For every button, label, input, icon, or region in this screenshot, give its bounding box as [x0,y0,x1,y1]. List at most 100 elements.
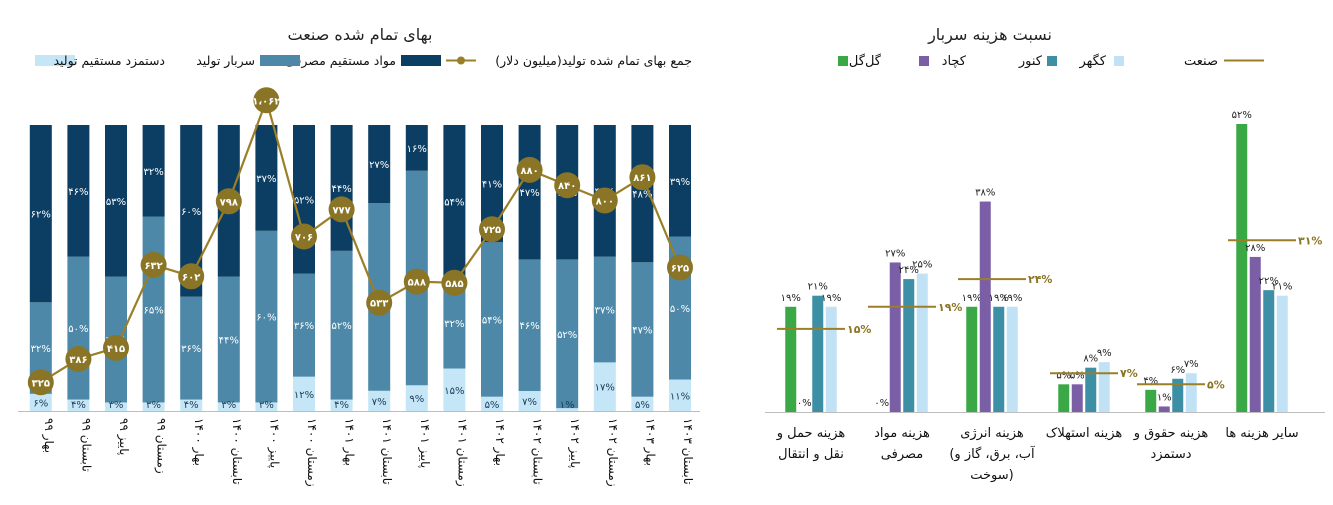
label-wage: ۵% [485,400,500,411]
bar-material [669,125,691,237]
bar-konur [812,295,824,412]
legend-golgol-label: گل‌گل [849,53,882,69]
label-golgol: ۴% [1143,376,1158,387]
total-marker [27,369,54,396]
label-overhead: ۳۶% [181,344,201,355]
label-material: ۴۷% [519,188,539,199]
total-label: ۵۳۳ [370,299,388,310]
label-wage: ۱۷% [595,383,615,394]
total-marker [140,251,167,278]
label-kechad: ۲۸% [1245,243,1265,254]
label-overhead: ۵۲% [331,321,351,332]
total-marker [253,87,280,114]
left-chart-title: بهای تمام شده صنعت [288,25,433,45]
bar-wage [518,390,541,411]
industry-label: ۷% [1120,367,1138,380]
total-marker [215,188,242,215]
right-chart-title: نسبت هزینه سربار [927,25,1052,45]
total-label: ۸۸۰ [520,166,538,177]
total-label: ۶۰۲ [182,272,200,283]
x-tick-label: زمستان ۹۹ [154,418,169,474]
label-wage: ۳% [221,400,236,411]
label-wage: ۵% [635,400,650,411]
legend-wage-swatch [35,55,75,66]
label-gohar: ۱۹% [821,293,841,304]
category-label: هزینه حقوق و [1133,426,1209,441]
label-overhead: ۳۶% [294,321,314,332]
bar-konur [1172,378,1184,412]
bar-wage [180,399,203,411]
bar-material [180,125,203,297]
label-overhead: ۳۲% [31,344,51,355]
bar-gohar [1185,373,1197,412]
bar-material [481,125,503,243]
total-marker [291,223,317,250]
category-label: هزینه مواد [874,426,930,441]
bar-kechad [1249,256,1261,412]
bar-material [631,125,654,263]
bar-wage [105,402,127,411]
bar-material [443,125,466,278]
bar-wage [405,385,428,411]
label-overhead: ۵۰% [68,324,88,335]
label-konur: ۲۴% [899,265,919,276]
label-overhead: ۶۵% [143,305,163,316]
legend-material-label: مواد مستقیم مصرفی [285,53,396,69]
bar-overhead [330,250,353,400]
total-label: ۷۹۸ [220,197,238,208]
label-konur: ۲۱% [808,282,828,293]
legend-golgol-swatch [838,56,848,66]
legend-total-bg [666,55,690,66]
bar-gohar [1006,306,1018,412]
label-overhead: ۴۴% [219,336,239,347]
x-tick-label: تابستان ۱۴۰۰ [230,418,244,485]
x-tick-label: بهار ۱۴۰۳ [642,418,657,466]
bar-overhead [293,273,315,377]
bar-kechad [1158,406,1170,412]
legend-gohar-swatch [1114,56,1124,66]
label-overhead: ۳۷% [595,305,615,316]
label-overhead: ۴۶% [519,321,539,332]
label-wage: ۷% [522,397,537,408]
bar-konur [993,306,1005,412]
bar-golgol [1236,124,1248,412]
bar-overhead [217,276,240,403]
bar-wage [29,393,52,411]
bar-wage [67,399,90,411]
label-kechad: ۵% [1070,370,1085,381]
label-konur: ۲۲% [1259,276,1279,287]
x-tick-label: پاییز ۹۹ [116,418,131,455]
total-marker [178,263,205,290]
label-kechad: ۳۸% [975,188,995,199]
bar-konur [1085,367,1097,412]
total-marker [366,289,393,316]
label-wage: ۳% [146,400,161,411]
x-tick-label: بهار ۱۴۰۲ [492,418,507,466]
label-wage: ۹% [409,394,424,405]
label-wage: ۳% [109,400,124,411]
label-material: ۴۸% [632,190,652,201]
bar-wage [330,399,353,411]
label-konur: ۸% [1083,354,1098,365]
bar-gohar [916,273,928,412]
category-label: هزینه انرژی [960,426,1024,441]
total-label: ۳۲۵ [32,378,50,389]
total-label: ۶۳۲ [144,261,162,272]
label-wage: ۱۵% [444,386,464,397]
bar-golgol [785,306,797,412]
bar-overhead [593,256,616,363]
total-marker [441,269,468,296]
bar-material [255,125,278,231]
label-material: ۵۴% [444,197,464,208]
total-label: ۸۴۰ [558,181,576,192]
bar-gohar [1098,362,1110,412]
industry-label: ۳۱% [1298,234,1322,247]
x-tick-label: تابستان ۱۴۰۲ [531,418,545,485]
label-golgol: ۰% [874,398,889,409]
label-material: ۲۷% [369,160,389,171]
bar-material [105,125,127,277]
category-label: هزینه استهلاک [1046,426,1123,441]
total-marker [629,164,656,191]
x-tick-label: تابستان ۹۹ [79,418,93,472]
